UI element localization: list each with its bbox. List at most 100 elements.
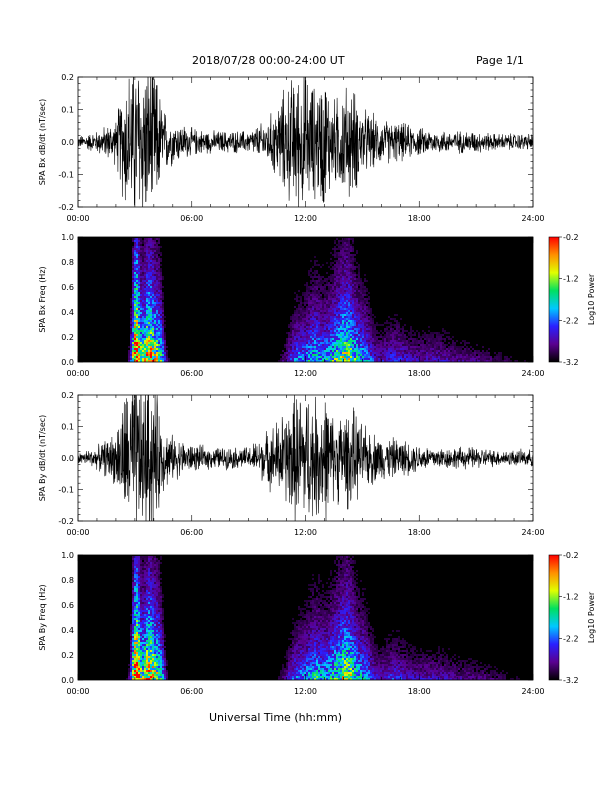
spectrogram-cell — [412, 360, 414, 362]
spectrogram-cell — [288, 358, 290, 360]
spectrogram-cell — [146, 604, 148, 606]
spectrogram-cell — [146, 334, 148, 336]
spectrogram-cell — [386, 322, 388, 324]
spectrogram-cell — [350, 296, 352, 298]
spectrogram-cell — [366, 302, 368, 304]
spectrogram-cell — [300, 344, 302, 346]
spectrogram-cell — [334, 358, 336, 360]
spectrogram-cell — [292, 332, 294, 334]
spectrogram-cell — [160, 636, 162, 638]
spectrogram-cell — [130, 670, 132, 672]
spectrogram-cell — [362, 304, 364, 306]
spectrogram-cell — [318, 336, 320, 338]
spectrogram-cell — [136, 562, 138, 564]
spectrogram-cell — [340, 248, 342, 250]
spectrogram-cell — [156, 562, 158, 564]
spectrogram-cell — [320, 312, 322, 314]
spectrogram-cell — [134, 308, 136, 310]
spectrogram-cell — [380, 334, 382, 336]
spectrogram-cell — [370, 318, 372, 320]
spectrogram-cell — [144, 360, 146, 362]
spectrogram-cell — [404, 344, 406, 346]
spectrogram-cell — [142, 314, 144, 316]
spectrogram-cell — [156, 658, 158, 660]
spectrogram-cell — [142, 662, 144, 664]
spectrogram-cell — [152, 618, 154, 620]
spectrogram-cell — [136, 592, 138, 594]
spectrogram-cell — [148, 664, 150, 666]
spectrogram-cell — [144, 238, 146, 240]
spectrogram-cell — [308, 324, 310, 326]
spectrogram-cell — [146, 626, 148, 628]
spectrogram-cell — [336, 306, 338, 308]
spectrogram-cell — [134, 596, 136, 598]
spectrogram-cell — [412, 346, 414, 348]
spectrogram-cell — [158, 308, 160, 310]
spectrogram-cell — [422, 330, 424, 332]
spectrogram-cell — [156, 574, 158, 576]
spectrogram-cell — [360, 340, 362, 342]
spectrogram-cell — [300, 638, 302, 640]
spectrogram-cell — [388, 326, 390, 328]
spectrogram-cell — [440, 348, 442, 350]
spectrogram-cell — [360, 322, 362, 324]
spectrogram-cell — [154, 662, 156, 664]
spectrogram-cell — [158, 300, 160, 302]
spectrogram-cell — [134, 670, 136, 672]
spectrogram-cell — [142, 664, 144, 666]
spectrogram-cell — [290, 324, 292, 326]
spectrogram-cell — [300, 678, 302, 680]
spectrogram-cell — [138, 250, 140, 252]
spectrogram-cell — [378, 336, 380, 338]
spectrogram-cell — [288, 650, 290, 652]
spectrogram-cell — [402, 340, 404, 342]
spectrogram-cell — [132, 570, 134, 572]
spectrogram-cell — [286, 652, 288, 654]
spectrogram-cell — [146, 278, 148, 280]
spectrogram-cell — [162, 336, 164, 338]
spectrogram-cell — [340, 356, 342, 358]
spectrogram-cell — [362, 308, 364, 310]
spectrogram-cell — [330, 310, 332, 312]
x-tick-label: 12:00 — [294, 369, 317, 378]
spectrogram-cell — [318, 360, 320, 362]
series-line — [78, 77, 533, 207]
spectrogram-cell — [348, 280, 350, 282]
spectrogram-cell — [360, 326, 362, 328]
spectrogram-cell — [436, 358, 438, 360]
spectrogram-cell — [330, 258, 332, 260]
spectrogram-cell — [152, 664, 154, 666]
spectrogram-cell — [138, 358, 140, 360]
spectrogram-cell — [376, 354, 378, 356]
spectrogram-cell — [352, 350, 354, 352]
spectrogram-cell — [354, 254, 356, 256]
spectrogram-cell — [148, 326, 150, 328]
spectrogram-cell — [162, 644, 164, 646]
spectrogram-cell — [336, 302, 338, 304]
spectrogram-cell — [154, 324, 156, 326]
spectrogram-cell — [134, 630, 136, 632]
spectrogram-cell — [344, 270, 346, 272]
spectrogram-cell — [352, 354, 354, 356]
spectrogram-cell — [142, 322, 144, 324]
spectrogram-cell — [336, 290, 338, 292]
spectrogram-cell — [130, 664, 132, 666]
spectrogram-cell — [152, 566, 154, 568]
spectrogram-cell — [312, 334, 314, 336]
spectrogram-cell — [288, 336, 290, 338]
spectrogram-cell — [294, 656, 296, 658]
spectrogram-cell — [364, 352, 366, 354]
spectrogram-cell — [162, 306, 164, 308]
spectrogram-cell — [130, 322, 132, 324]
spectrogram-cell — [406, 346, 408, 348]
spectrogram-cell — [352, 340, 354, 342]
spectrogram-cell — [156, 258, 158, 260]
spectrogram-cell — [148, 294, 150, 296]
spectrogram-cell — [140, 328, 142, 330]
spectrogram-panel — [77, 236, 562, 363]
spectrogram-cell — [150, 626, 152, 628]
spectrogram-cell — [140, 610, 142, 612]
spectrogram-cell — [298, 306, 300, 308]
spectrogram-cell — [482, 360, 484, 362]
spectrogram-cell — [348, 294, 350, 296]
